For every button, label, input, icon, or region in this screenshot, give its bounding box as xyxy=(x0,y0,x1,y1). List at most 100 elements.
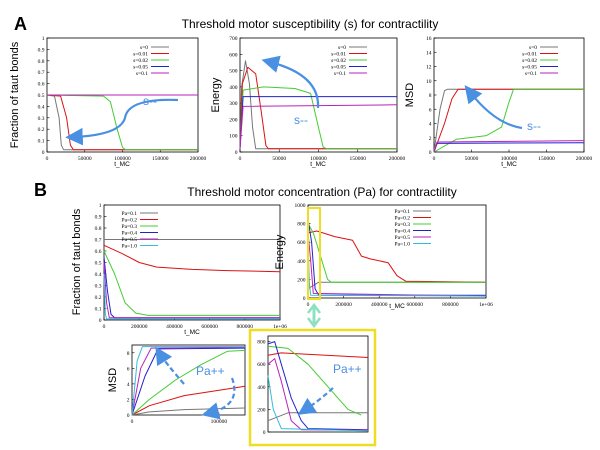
y-tick-label: 0.5 xyxy=(95,261,102,267)
y-tick-label: 0 xyxy=(127,413,130,419)
x-tick-label: 0 xyxy=(131,419,134,425)
series-line-s-0-01 xyxy=(433,88,584,153)
chart-b4: 0 200 400 600 800 Pa++ xyxy=(257,335,369,436)
y-tick-label: 500 xyxy=(229,69,238,75)
annotation-label: s-- xyxy=(294,113,308,127)
y-tick-label: 400 xyxy=(297,259,306,265)
annotation-label: Pa++ xyxy=(333,362,362,376)
chart-b2: 0 200 400 600 800 1000 0 200000 400000 600000 8000… xyxy=(274,203,493,310)
chart-a3: 0 2 4 6 8 10 12 14 16 0 50000 100000 150000 200000 s=0… xyxy=(404,36,593,168)
y-tick-label: 0 xyxy=(263,430,266,436)
series-line-pa-0-4 xyxy=(267,341,369,431)
y-tick-label: 0 xyxy=(429,150,432,156)
series-line-pa-0-3 xyxy=(131,349,246,416)
panel-a-title: Threshold motor susceptibility (s) for c… xyxy=(182,17,439,31)
y-tick-label: 16 xyxy=(426,36,432,42)
y-tick-label: 700 xyxy=(229,36,238,42)
legend-label: Pa=0.1 xyxy=(122,211,138,217)
zoom-connector-head-down xyxy=(307,317,321,329)
legend-label: s=0 xyxy=(529,45,537,51)
x-tick-label: 50000 xyxy=(272,156,286,162)
x-tick-label: 0 xyxy=(307,302,310,308)
y-axis-label: Fraction of taut bonds xyxy=(9,41,21,148)
y-tick-label: 0.4 xyxy=(38,104,45,110)
y-tick-label: 800 xyxy=(297,222,306,228)
series-line-pa-1-0 xyxy=(131,346,245,416)
legend-label: Pa=0.5 xyxy=(122,237,138,243)
x-axis-label: t_MC xyxy=(501,161,517,168)
y-tick-label: 10 xyxy=(426,79,432,85)
x-axis-label: t_MC xyxy=(310,161,326,168)
legend-label: s=0.05 xyxy=(133,64,148,70)
y-tick-label: 0.7 xyxy=(95,238,102,244)
legend-label: Pa=0.3 xyxy=(122,224,138,230)
x-tick-label: 100000 xyxy=(211,419,228,425)
x-tick-label: 100000 xyxy=(114,156,131,162)
series-line-pa-1-0 xyxy=(267,375,369,432)
y-tick-label: 1 xyxy=(42,36,45,42)
y-tick-label: 8 xyxy=(127,351,130,357)
y-tick-label: 300 xyxy=(229,101,238,107)
x-tick-label: 200000 xyxy=(576,156,593,162)
legend-label: s=0.05 xyxy=(522,64,537,70)
legend-label: Pa=1.0 xyxy=(122,243,138,249)
annotation-arrow-a2 xyxy=(261,55,320,109)
x-tick-label: 200000 xyxy=(190,156,207,162)
y-tick-label: 2 xyxy=(429,136,432,142)
y-tick-label: 4 xyxy=(127,382,130,388)
y-axis-label: MSD xyxy=(404,83,416,108)
y-tick-label: 2 xyxy=(127,397,130,403)
series-line-pa-1-0 xyxy=(307,242,487,297)
zoom-highlight-box xyxy=(248,328,377,447)
zoom-connector-head-up xyxy=(307,302,321,314)
y-tick-label: 0.6 xyxy=(95,249,102,255)
x-tick-label: 200000 xyxy=(389,156,406,162)
y-tick-label: 1000 xyxy=(295,203,306,209)
legend-label: s=0 xyxy=(338,45,346,51)
series-line-pa-0-3 xyxy=(103,250,280,316)
y-tick-label: 0 xyxy=(99,318,102,324)
y-tick-label: 600 xyxy=(229,52,238,58)
series-line-pa-0-4 xyxy=(131,347,246,416)
panel-b-title: Threshold motor concentration (Pa) for c… xyxy=(187,185,456,199)
x-axis-label: t_MC xyxy=(389,303,405,310)
series-line-pa-0-3 xyxy=(267,345,362,416)
legend-label: s=0.1 xyxy=(525,71,537,77)
legend-label: Pa=1.0 xyxy=(395,241,411,247)
y-tick-label: 400 xyxy=(229,85,238,91)
y-tick-label: 0.2 xyxy=(95,295,102,301)
y-tick-label: 6 xyxy=(127,366,130,372)
series-line-pa-0-5 xyxy=(103,262,280,319)
series-line-pa-0-1 xyxy=(307,281,486,290)
annotation-arrow-b4 xyxy=(297,387,334,415)
x-axis-label: t_MC xyxy=(114,161,130,168)
x-tick-label: 200000 xyxy=(131,324,148,330)
series-line-pa-0-1 xyxy=(131,407,246,416)
x-tick-label: 600000 xyxy=(201,324,218,330)
plot-frame xyxy=(131,344,246,416)
y-tick-label: 0 xyxy=(235,150,238,156)
y-tick-label: 600 xyxy=(257,362,266,368)
chart-a2: 0 100 200 300 400 500 600 700 0 50000 100000 150000… xyxy=(210,36,406,168)
y-tick-label: 0.3 xyxy=(95,284,102,290)
y-tick-label: 6 xyxy=(429,107,432,113)
series-line-pa-0-2 xyxy=(267,352,369,358)
chart-b3: 0 2 4 6 8 0 100000 MSD Pa++ xyxy=(107,344,246,425)
legend-label: Pa=0.4 xyxy=(122,230,138,236)
series-line-s-0-02 xyxy=(239,86,397,150)
legend-label: s=0.1 xyxy=(334,71,346,77)
panel-b-letter: B xyxy=(34,180,47,200)
y-axis-label: MSD xyxy=(107,368,119,393)
series-line-s-0-1 xyxy=(239,104,398,149)
y-tick-label: 0.1 xyxy=(95,307,102,313)
annotation-arrow-b3-up xyxy=(155,346,185,385)
series-line-pa-0-2 xyxy=(131,385,246,416)
y-tick-label: 200 xyxy=(229,117,238,123)
x-tick-label: 100000 xyxy=(310,156,327,162)
zoom-source-box xyxy=(307,207,321,300)
x-axis-label: t_MC xyxy=(184,329,200,336)
series-line-pa-1-0 xyxy=(103,273,280,320)
annotation-arrow-a1 xyxy=(65,98,179,146)
x-tick-label: 50000 xyxy=(465,156,479,162)
